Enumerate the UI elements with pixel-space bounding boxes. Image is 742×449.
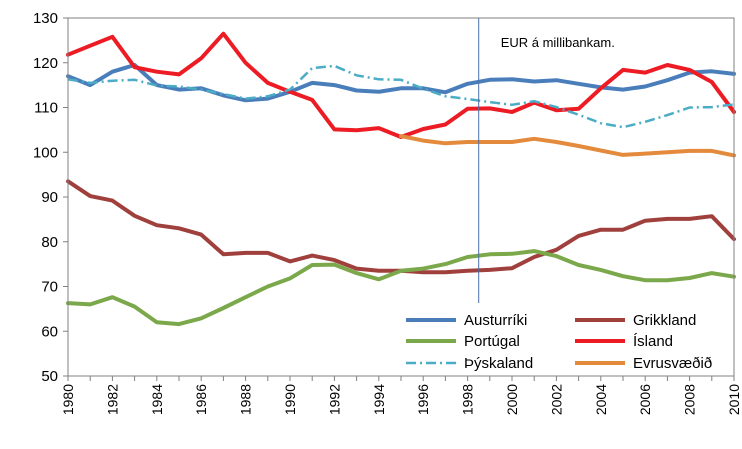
x-tick-label: 1996: [415, 384, 431, 415]
series-line-6: [399, 134, 736, 158]
y-tick-label: 70: [41, 279, 58, 296]
y-tick-label: 80: [41, 234, 58, 251]
legend-label-6: Evrusvæðið: [633, 355, 712, 372]
y-tick-label: 100: [33, 144, 58, 161]
y-tick-label: 120: [33, 55, 58, 72]
x-tick-label: 1992: [326, 384, 342, 415]
y-tick-label: 90: [41, 189, 58, 206]
x-tick-label: 2008: [682, 384, 698, 415]
x-tick-label: 1984: [149, 384, 165, 415]
legend-label-5: Þýskaland: [464, 355, 533, 372]
series-layer: [66, 31, 736, 327]
x-tick-label: 2002: [548, 384, 564, 415]
legend-label-1: Austurríki: [464, 312, 527, 329]
x-tick-label: 1998: [460, 384, 476, 415]
x-tick-label: 1982: [104, 384, 120, 415]
legend-label-3: Portúgal: [464, 333, 520, 350]
x-tick-label: 2000: [504, 384, 520, 415]
x-tick-label: 2006: [637, 384, 653, 415]
x-tick-label: 1986: [193, 384, 209, 415]
annotation-label: EUR á millibankam.: [501, 35, 615, 50]
y-tick-label: 130: [33, 10, 58, 27]
x-tick-label: 1988: [238, 384, 254, 415]
x-tick-label: 1994: [371, 384, 387, 415]
legend-label-2: Grikkland: [633, 312, 696, 329]
x-tick-label: 1980: [60, 384, 76, 415]
y-tick-label: 110: [34, 100, 58, 117]
plot-area-border: [67, 17, 735, 377]
y-axis-ticks: 50 60 70 80 90 100 110 120 130: [33, 10, 68, 385]
series-line-1: [66, 63, 736, 103]
legend: Austurríki Grikkland Portúgal Ísland Þýskala…: [400, 305, 732, 373]
x-tick-label: 1990: [282, 384, 298, 415]
y-tick-label: 50: [41, 368, 58, 385]
x-tick-label: 2004: [593, 384, 609, 415]
x-tick-label: 2010: [726, 384, 742, 415]
x-axis-ticks: 1980 1982 1984 1986 1988 1990 1992 1994 1996 1998…: [60, 376, 742, 415]
y-tick-label: 60: [41, 323, 58, 340]
series-line-5: [67, 64, 735, 129]
series-line-3: [66, 249, 736, 327]
legend-label-4: Ísland: [633, 333, 673, 350]
